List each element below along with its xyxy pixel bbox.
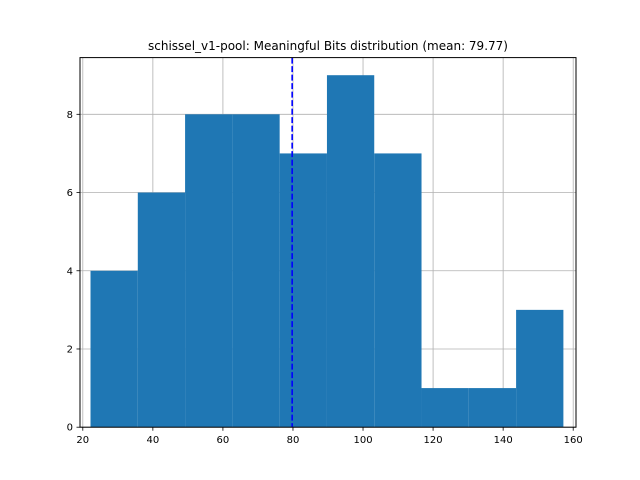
histogram-bar: [185, 114, 233, 428]
histogram-bars: [90, 75, 564, 428]
y-tick-label: 4: [67, 266, 73, 277]
y-tick-label: 0: [67, 423, 73, 434]
x-tick-label: 80: [287, 435, 300, 446]
y-tick-label: 2: [67, 344, 73, 355]
histogram-bar: [232, 114, 280, 428]
x-tick-label: 100: [353, 435, 372, 446]
x-tick-label: 40: [146, 435, 159, 446]
x-tick-label: 140: [494, 435, 513, 446]
histogram-bar: [516, 309, 564, 428]
histogram-bar: [326, 75, 375, 428]
histogram-bar: [374, 153, 422, 428]
x-tick-label: 120: [424, 435, 443, 446]
chart-title: schissel_v1-pool: Meaningful Bits distri…: [148, 39, 508, 53]
x-axis-ticks: 20 40 60 80 100 120 140 160: [76, 427, 583, 446]
histogram-bar: [468, 388, 517, 428]
y-tick-label: 8: [67, 110, 73, 121]
histogram-bar: [279, 153, 327, 428]
y-tick-label: 6: [67, 188, 73, 199]
histogram-bar: [90, 270, 138, 428]
histogram-bar: [421, 388, 469, 428]
y-axis-ticks: 0 2 4 6 8: [67, 110, 80, 434]
x-tick-label: 160: [564, 435, 583, 446]
plot-frame: [79, 57, 577, 428]
x-tick-label: 60: [217, 435, 230, 446]
histogram-bar: [137, 192, 186, 428]
x-tick-label: 20: [76, 435, 89, 446]
